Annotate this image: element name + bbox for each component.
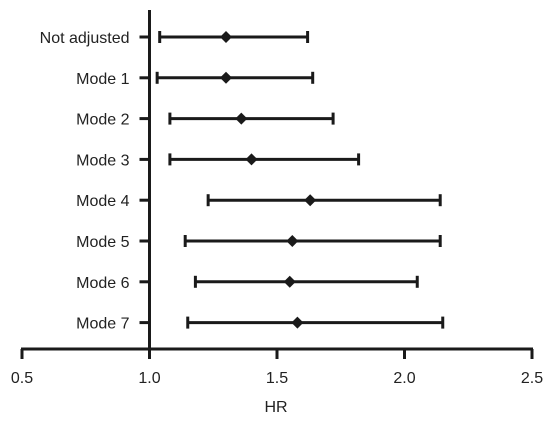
x-tick-label: 1.5 [266, 370, 288, 387]
forest-row: Mode 2 [76, 112, 335, 129]
x-axis-title: HR [264, 399, 287, 416]
forest-row: Mode 6 [76, 275, 419, 292]
category-label: Mode 6 [76, 275, 129, 292]
forest-row: Mode 5 [76, 234, 442, 251]
x-tick-label: 0.5 [11, 370, 33, 387]
estimate-diamond [220, 31, 232, 43]
forest-row: Mode 1 [76, 71, 315, 88]
x-tick-label: 2.0 [393, 370, 415, 387]
estimate-diamond [235, 112, 248, 125]
category-label: Mode 1 [76, 71, 129, 88]
estimate-diamond [245, 153, 258, 166]
x-tick-label: 2.5 [521, 370, 543, 387]
forest-row: Mode 7 [76, 316, 445, 333]
category-label: Mode 5 [76, 234, 129, 251]
forest-row: Mode 4 [76, 193, 442, 210]
forest-row: Not adjusted [40, 30, 310, 47]
plot-rows: Not adjusted Mode 1 Mode 2 Mode 3 Mode 4 Mode… [40, 30, 445, 333]
estimate-diamond [220, 71, 232, 84]
estimate-diamond [291, 316, 304, 329]
category-label: Mode 7 [76, 316, 129, 333]
estimate-diamond [304, 194, 317, 207]
estimate-diamond [283, 275, 296, 288]
axes: 0.5 1.0 1.5 2.0 2.5 [11, 10, 543, 387]
x-tick-label: 1.0 [138, 370, 160, 387]
category-label: Mode 2 [76, 112, 129, 129]
category-label: Mode 4 [76, 193, 129, 210]
forest-row: Mode 3 [76, 152, 361, 169]
category-label: Not adjusted [40, 30, 130, 47]
category-label: Mode 3 [76, 152, 129, 169]
estimate-diamond [286, 235, 299, 247]
